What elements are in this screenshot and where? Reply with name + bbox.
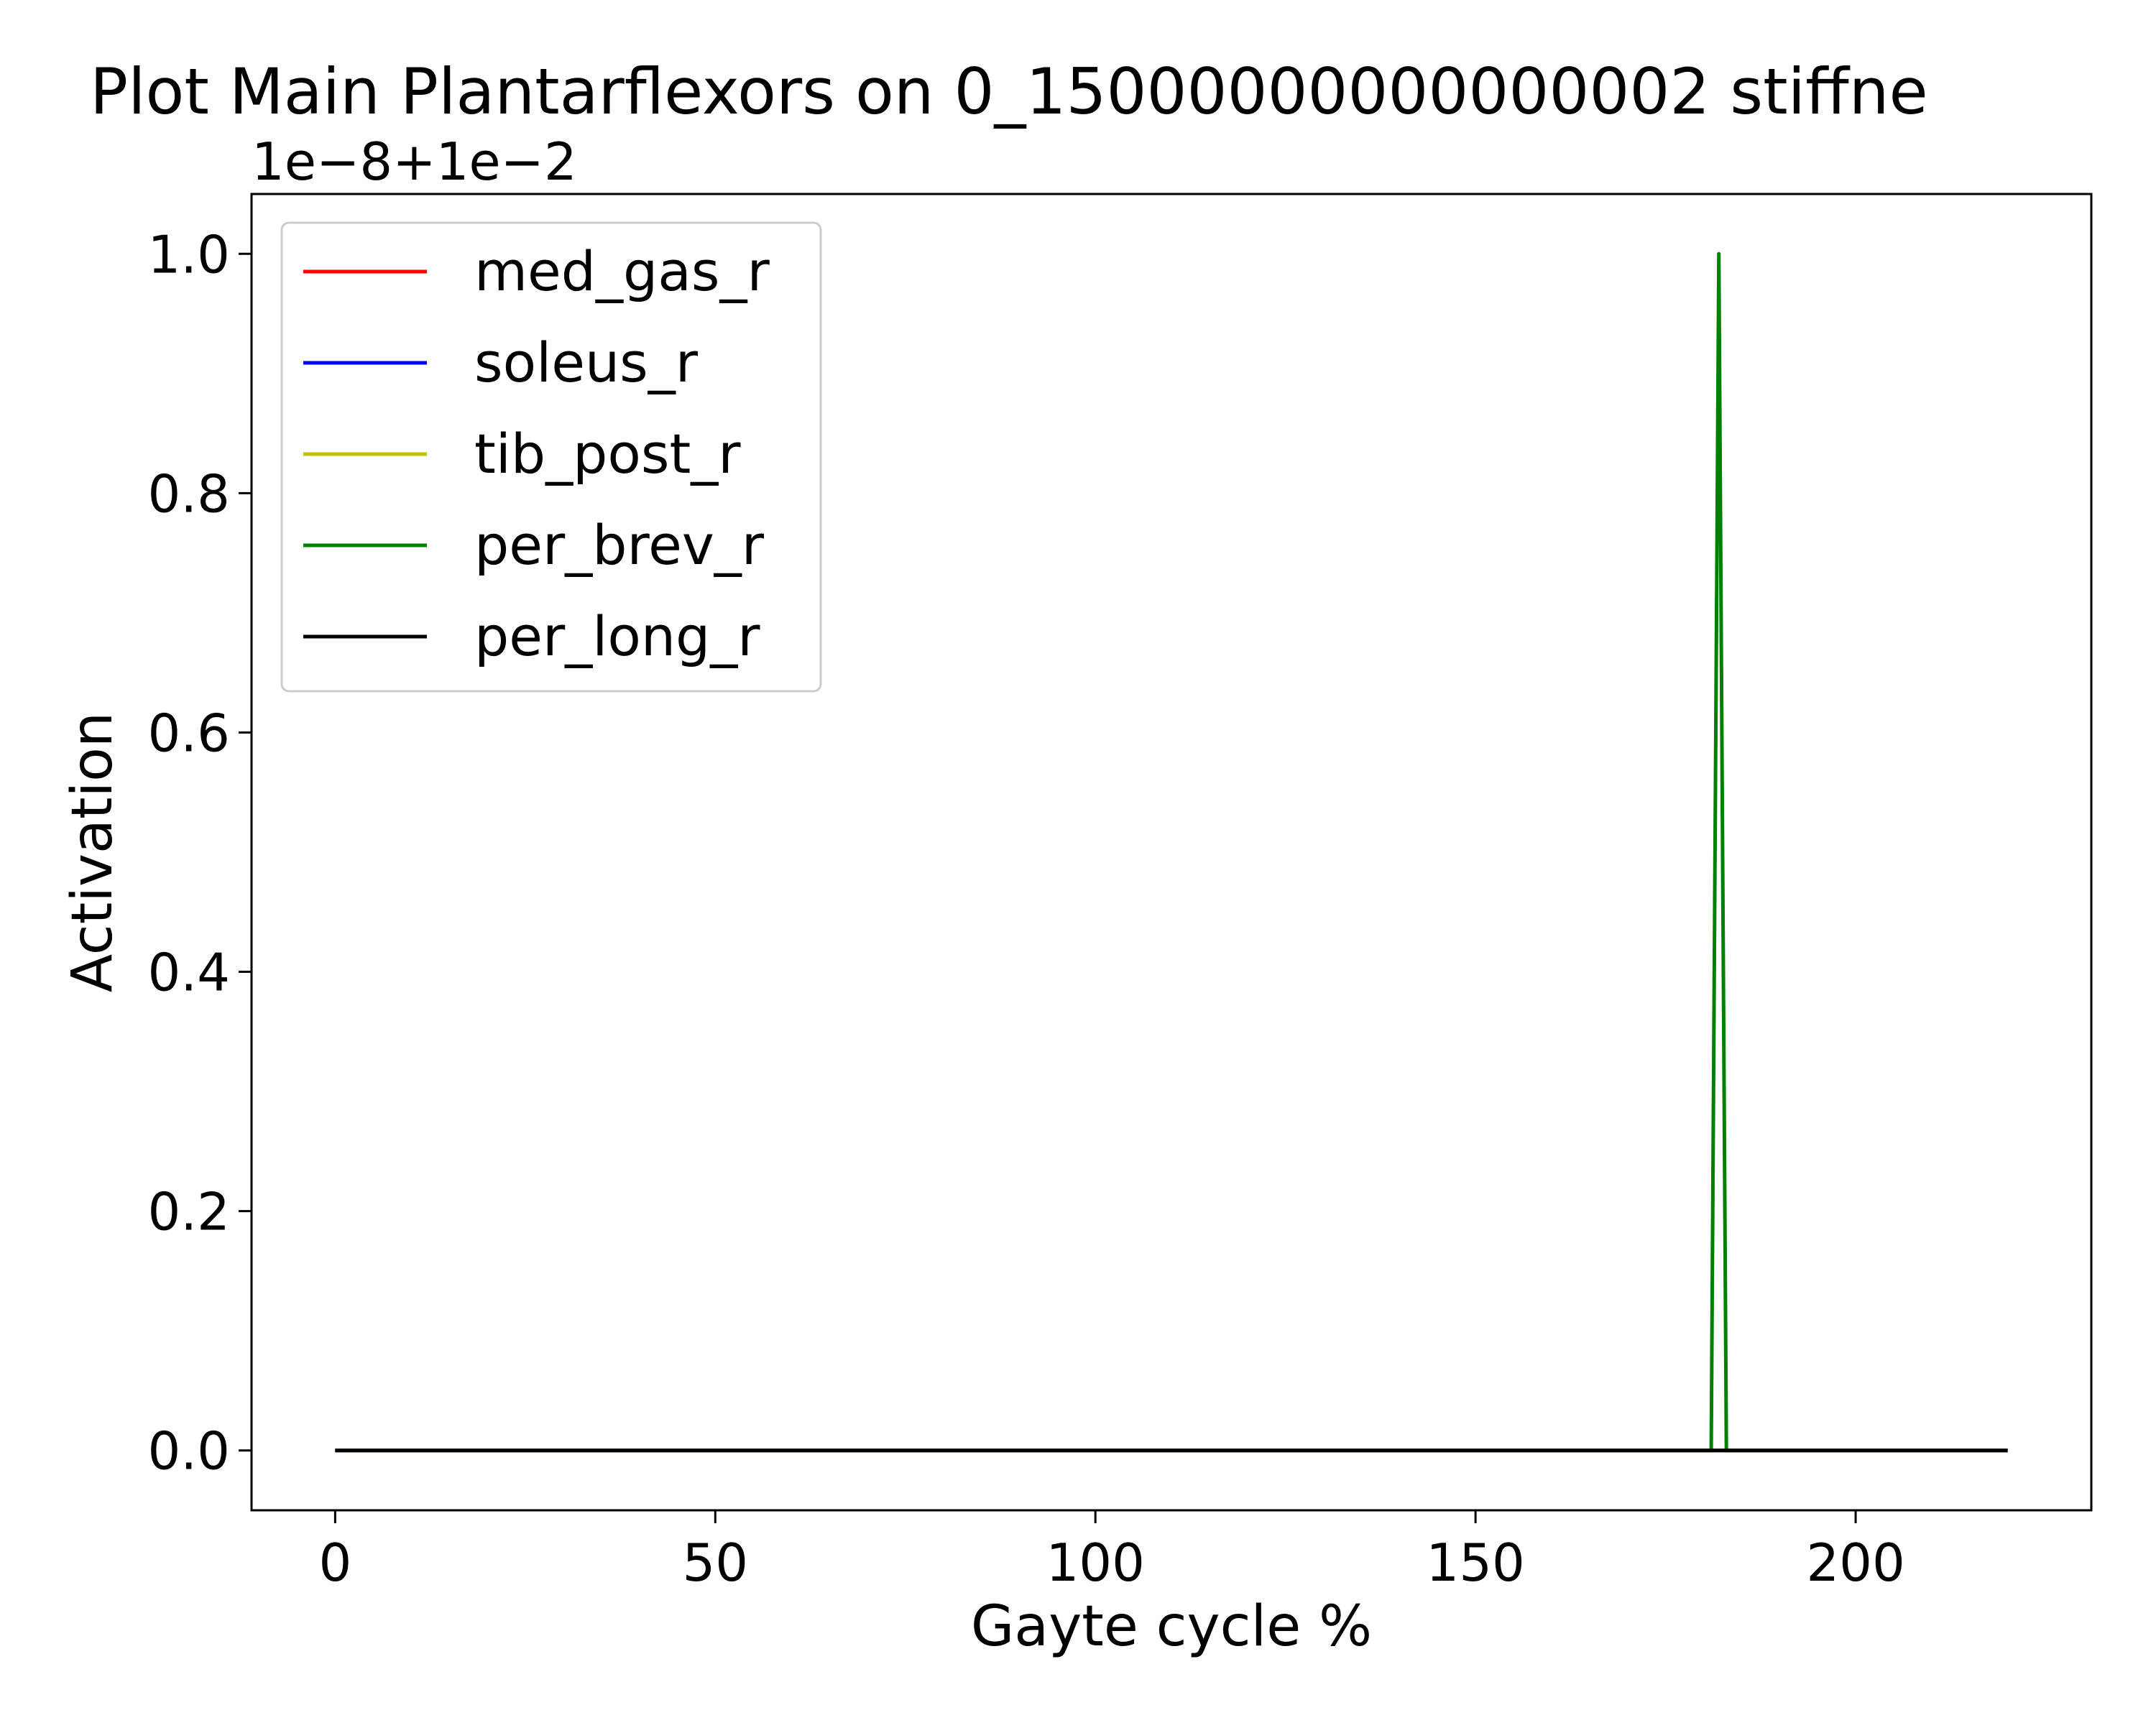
legend-entry: per_long_r [303,604,760,668]
x-axis-label: Gayte cycle % [971,1594,1372,1659]
legend-label: tib_post_r [474,422,741,486]
x-tick-label: 50 [682,1533,748,1593]
series-layer [335,251,2008,1453]
y-tick-label: 1.0 [147,224,230,285]
axis-offset-label: 1e−8+1e−2 [252,131,577,192]
legend-frame [280,221,822,693]
x-tick-label: 100 [1046,1533,1144,1593]
legend-label: soleus_r [474,331,699,394]
x-tick-label: 150 [1426,1533,1524,1593]
legend-entry: med_gas_r [303,239,770,303]
legend-entry: per_brev_r [303,513,765,577]
y-tick-label: 0.8 [147,463,230,524]
legend-entry: tib_post_r [303,422,741,486]
chart-title: Plot Main Plantarflexors on 0_1500000000… [90,55,1928,129]
y-tick-label: 0.4 [147,943,230,1003]
legend: med_gas_r soleus_r tib_post_r per_brev_rper… [280,221,822,693]
y-axis-label: Activation [60,712,125,993]
legend-label: per_brev_r [474,513,765,577]
legend-label: per_long_r [474,604,760,668]
y-tick-label: 0.0 [147,1421,230,1482]
legend-label: med_gas_r [474,239,770,303]
x-tick-label: 0 [318,1533,351,1593]
y-tick-label: 0.2 [147,1182,230,1242]
x-axis-ticks: 0 50 100 150 200 [318,1510,1905,1593]
legend-entry: soleus_r [303,331,699,394]
y-tick-label: 0.6 [147,703,230,763]
plot-area-frame [250,193,2093,1512]
y-axis-ticks: 0.0 0.2 0.4 0.6 0.8 1.0 [147,224,252,1482]
x-tick-label: 200 [1806,1533,1904,1593]
